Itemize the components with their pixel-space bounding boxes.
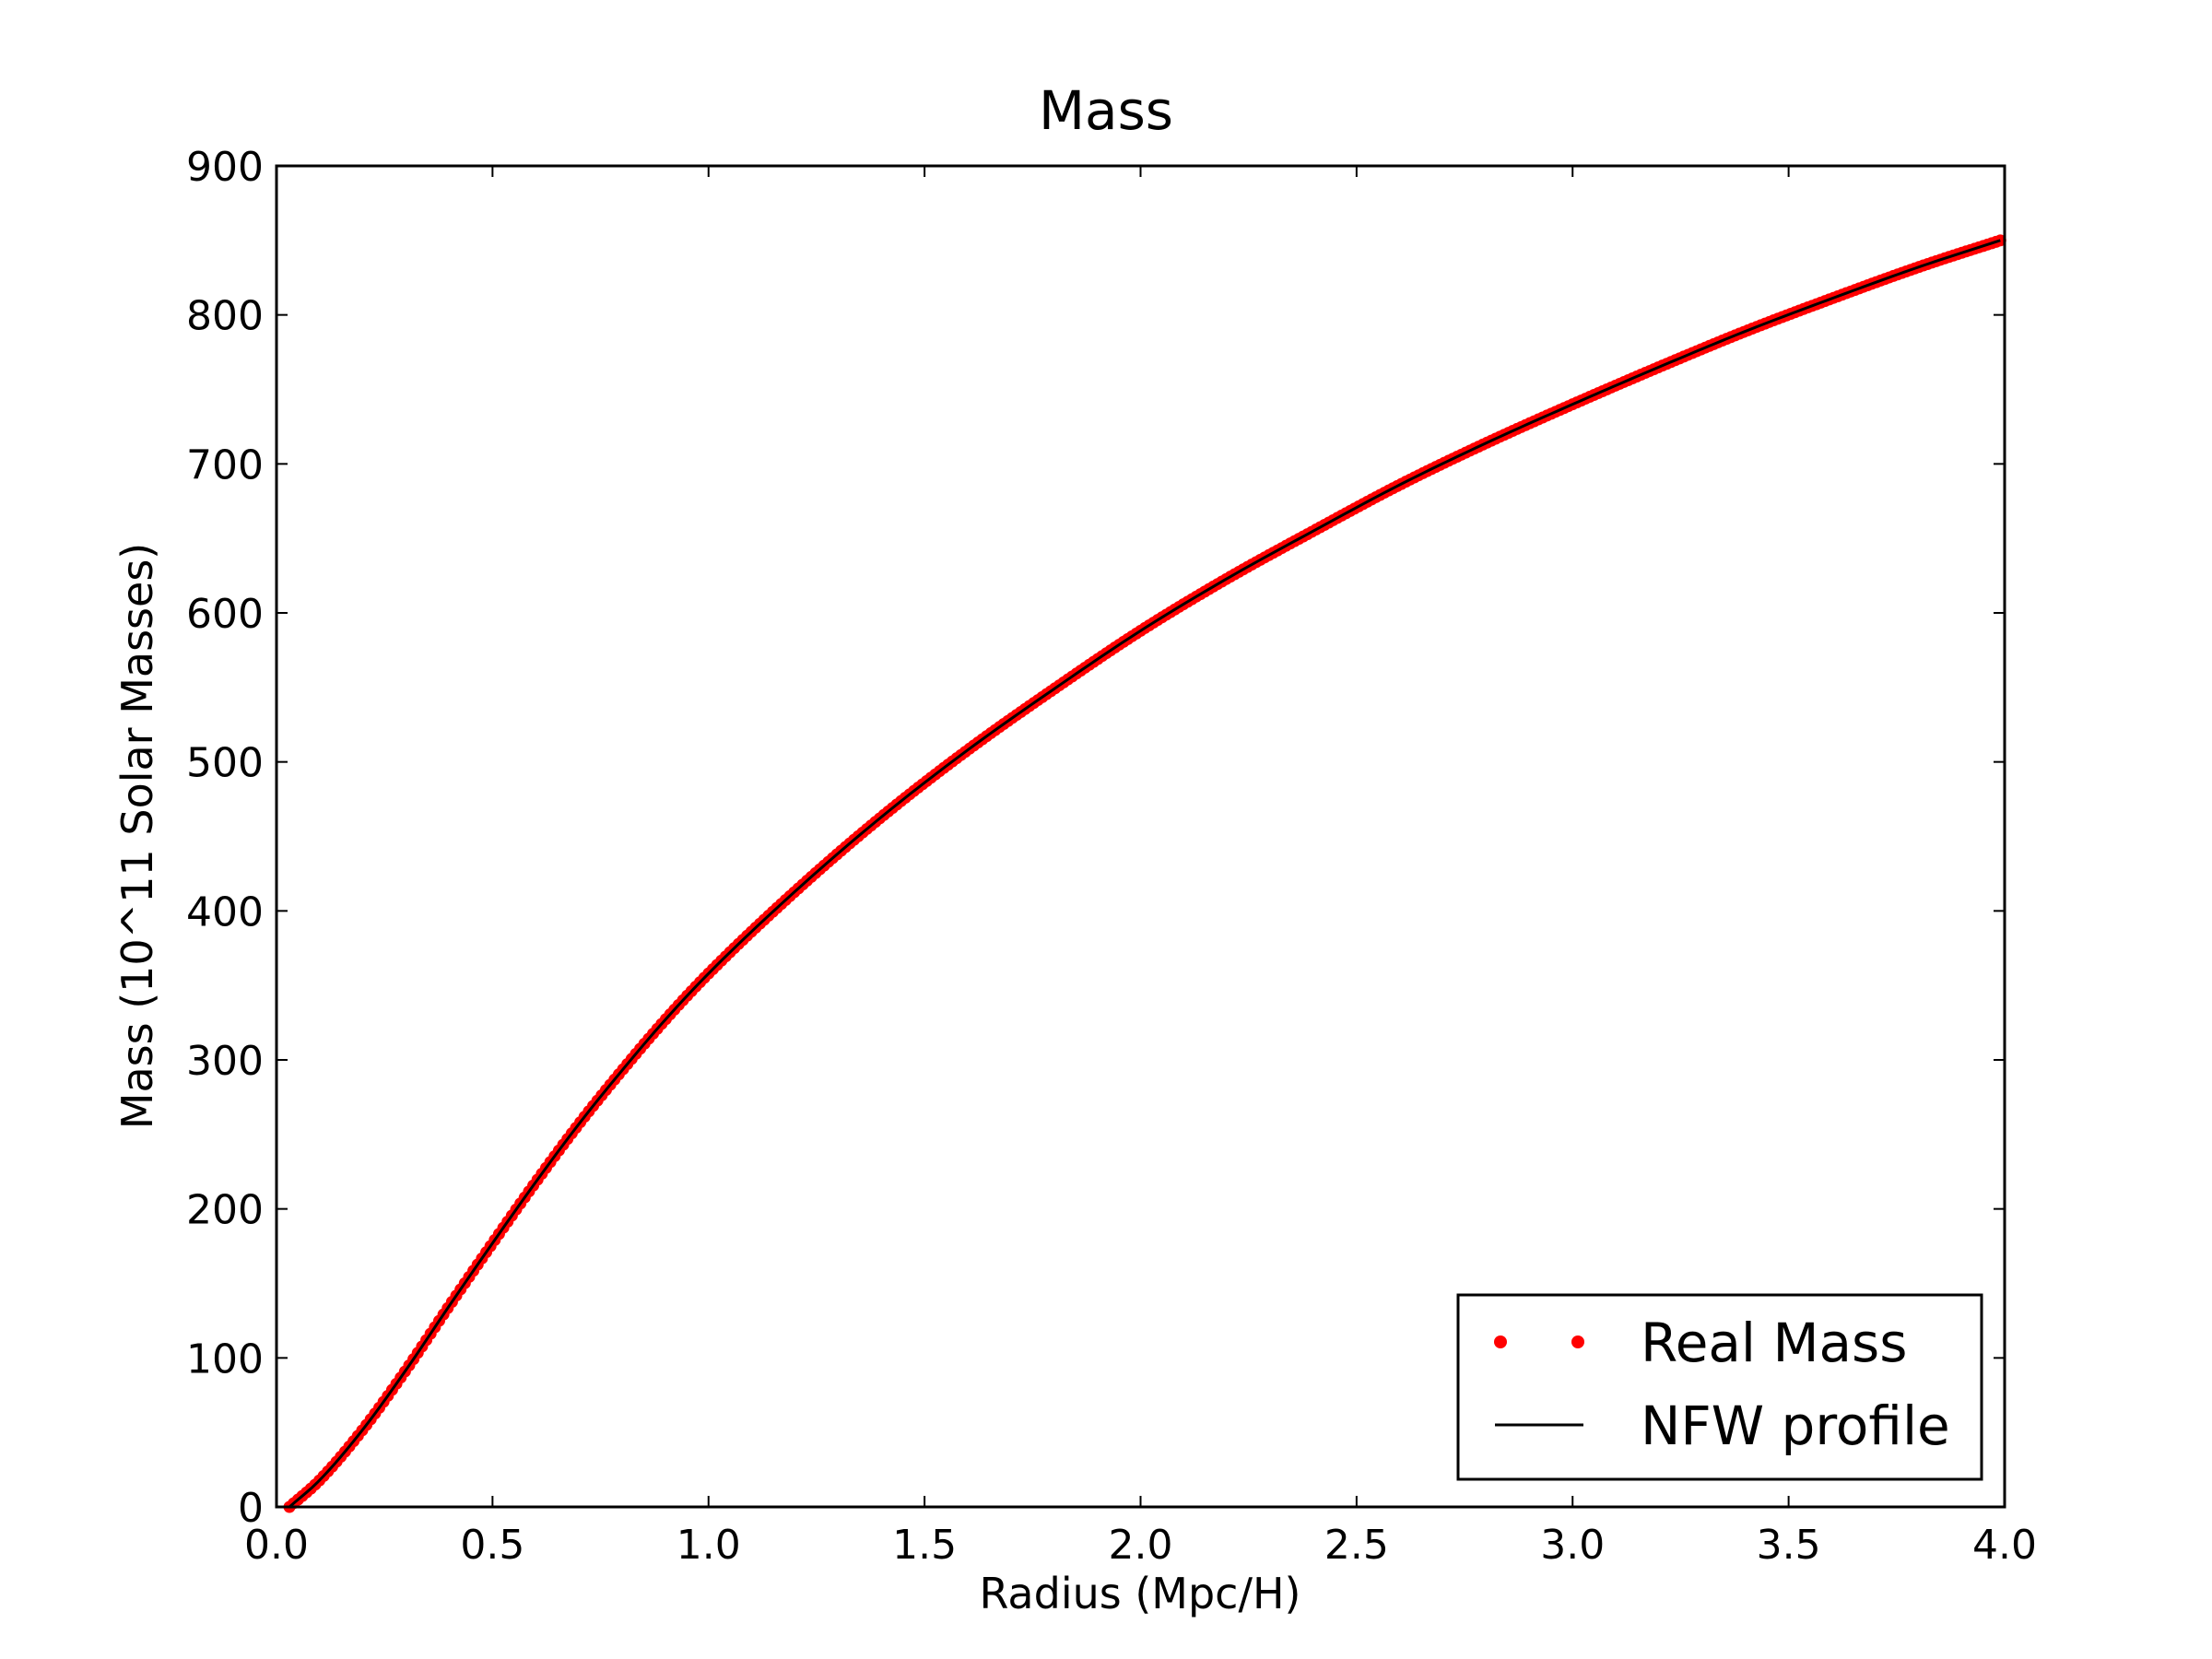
axis-ticks: 0.0 0.5 1.0 1.5 2.0 2.5 3.0 3.5 4.0 0 100 200 300 400…: [186, 144, 2037, 1569]
legend-nfw-profile-label: NFW profile: [1641, 1394, 1950, 1457]
legend-real-mass-label: Real Mass: [1641, 1312, 1908, 1374]
y-tick-label: 600: [186, 591, 264, 638]
y-tick-label: 900: [186, 144, 264, 191]
y-tick-label: 700: [186, 441, 264, 488]
y-axis-title: Mass (10^11 Solar Masses): [112, 543, 162, 1129]
y-tick-label: 200: [186, 1187, 264, 1234]
x-tick-label: 0.0: [244, 1522, 309, 1569]
y-tick-label: 500: [186, 740, 264, 787]
y-tick-label: 400: [186, 888, 264, 935]
nfw-profile-line: [288, 239, 2001, 1509]
x-tick-label: 2.0: [1109, 1522, 1173, 1569]
x-tick-label: 4.0: [1972, 1522, 2037, 1569]
x-axis-title: Radius (Mpc/H): [979, 1569, 1300, 1618]
legend-real-mass-marker: [1571, 1335, 1584, 1348]
x-tick-label: 3.5: [1757, 1522, 1821, 1569]
chart-title: Mass: [1039, 79, 1173, 142]
x-tick-label: 1.0: [677, 1522, 741, 1569]
y-tick-label: 800: [186, 293, 264, 340]
x-tick-label: 1.5: [892, 1522, 957, 1569]
plot-area: [283, 234, 2006, 1513]
y-tick-label: 100: [186, 1335, 264, 1382]
x-tick-label: 0.5: [460, 1522, 524, 1569]
y-tick-label: 0: [238, 1485, 264, 1532]
x-tick-label: 3.0: [1540, 1522, 1605, 1569]
x-tick-label: 2.5: [1324, 1522, 1389, 1569]
y-tick-label: 300: [186, 1038, 264, 1085]
legend-real-mass-marker: [1494, 1335, 1507, 1348]
legend-box: [1456, 1293, 1983, 1481]
legend: Real Mass NFW profile: [1456, 1293, 1983, 1481]
